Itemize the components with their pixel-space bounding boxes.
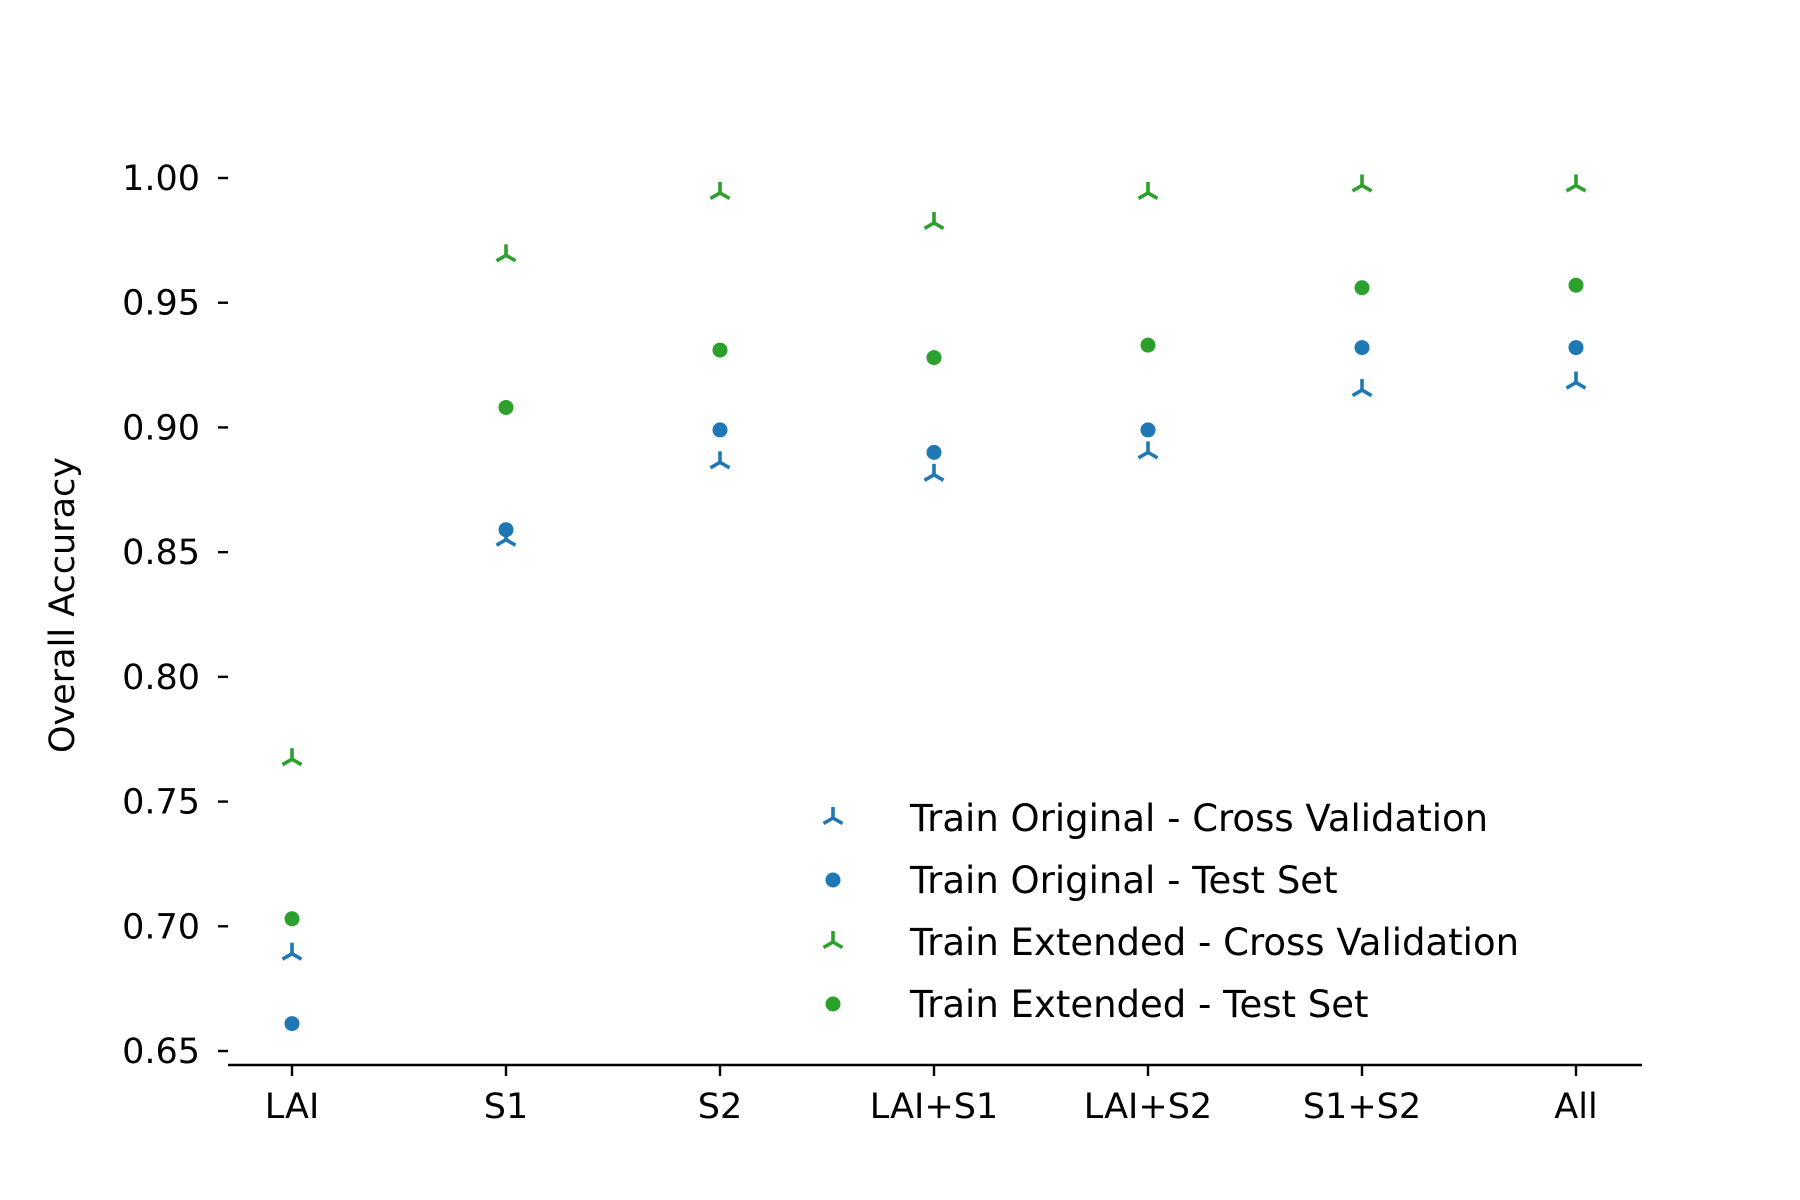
x-tick-label: All: [1554, 1087, 1597, 1127]
circle-point-s3-5: [1354, 280, 1370, 296]
y-tick-label: 0.80: [122, 658, 200, 698]
circle-point-s1-3: [926, 444, 942, 460]
x-tick-label: LAI: [265, 1087, 320, 1127]
tri-point-s0-4: [1137, 441, 1159, 460]
tri-point-s2-1: [495, 244, 517, 263]
legend-label: Train Extended - Test Set: [909, 983, 1369, 1026]
y-tick-label: 1.00: [122, 159, 200, 199]
legend-label: Train Original - Cross Validation: [909, 797, 1488, 840]
x-axis: LAI S1 S2 LAI+S1 LAI+S2 S1+S2 All: [228, 1063, 1642, 1127]
tri-point-s0-0: [281, 942, 303, 961]
tri-point-s2-5: [1351, 174, 1373, 193]
y-axis: 0.65 0.70 0.75 0.80 0.85 0.90 0.95 1.00: [122, 159, 228, 1072]
circle-point-s3-0: [284, 911, 300, 927]
circle-point-s1-6: [1568, 340, 1584, 356]
legend-marker-1: [825, 872, 841, 888]
y-tick-label: 0.90: [122, 408, 200, 448]
circle-point-s1-5: [1354, 340, 1370, 356]
legend-label: Train Original - Test Set: [909, 859, 1338, 902]
tri-point-s0-6: [1565, 371, 1587, 390]
circle-point-s1-0: [284, 1016, 300, 1032]
legend: Train Original - Cross Validation Train O…: [822, 797, 1519, 1026]
circle-point-s3-6: [1568, 277, 1584, 293]
legend-marker-3: [825, 996, 841, 1012]
circle-point-s3-3: [926, 350, 942, 366]
tri-point-s2-0: [281, 748, 303, 767]
legend-marker-0: [822, 807, 844, 826]
x-tick-label: LAI+S1: [870, 1087, 998, 1127]
tri-point-s0-2: [709, 451, 731, 470]
circle-point-s3-1: [498, 399, 514, 415]
data-points: [281, 174, 1587, 1032]
tri-point-s0-3: [923, 463, 945, 482]
y-tick-label: 0.85: [122, 533, 200, 573]
circle-point-s3-2: [712, 342, 728, 358]
x-tick-label: S1+S2: [1303, 1087, 1421, 1127]
legend-marker-2: [822, 931, 844, 950]
tri-point-s2-4: [1137, 181, 1159, 201]
y-tick-label: 0.70: [122, 907, 200, 947]
circle-point-s1-4: [1140, 422, 1156, 438]
x-tick-label: S2: [698, 1087, 743, 1127]
tri-point-s2-2: [709, 181, 731, 201]
x-tick-label: LAI+S2: [1084, 1087, 1212, 1127]
tri-point-s2-6: [1565, 174, 1587, 193]
y-tick-label: 0.95: [122, 284, 200, 324]
y-tick-label: 0.75: [122, 783, 200, 823]
y-tick-label: 0.65: [122, 1032, 200, 1072]
x-tick-label: S1: [484, 1087, 529, 1127]
tri-point-s2-3: [923, 211, 945, 230]
tri-point-s0-5: [1351, 379, 1373, 398]
circle-point-s1-1: [498, 522, 514, 538]
circle-point-s1-2: [712, 422, 728, 438]
y-axis-label: Overall Accuracy: [43, 457, 83, 753]
legend-label: Train Extended - Cross Validation: [909, 921, 1519, 964]
circle-point-s3-4: [1140, 337, 1156, 353]
